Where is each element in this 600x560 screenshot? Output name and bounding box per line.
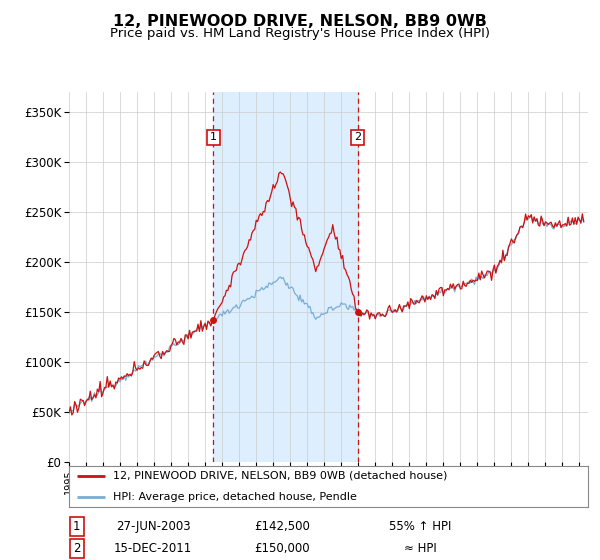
Text: 1: 1 xyxy=(73,520,80,533)
Text: 1: 1 xyxy=(210,132,217,142)
Text: 12, PINEWOOD DRIVE, NELSON, BB9 0WB: 12, PINEWOOD DRIVE, NELSON, BB9 0WB xyxy=(113,14,487,29)
Bar xyxy=(214,92,358,462)
Text: 12, PINEWOOD DRIVE, NELSON, BB9 0WB (detached house): 12, PINEWOOD DRIVE, NELSON, BB9 0WB (det… xyxy=(113,471,448,480)
Text: 2: 2 xyxy=(354,132,361,142)
Text: 15-DEC-2011: 15-DEC-2011 xyxy=(114,542,192,556)
Text: HPI: Average price, detached house, Pendle: HPI: Average price, detached house, Pend… xyxy=(113,492,357,502)
Text: ≈ HPI: ≈ HPI xyxy=(404,542,436,556)
Text: £142,500: £142,500 xyxy=(254,520,310,533)
Text: £150,000: £150,000 xyxy=(254,542,310,556)
Text: 27-JUN-2003: 27-JUN-2003 xyxy=(116,520,190,533)
Text: 55% ↑ HPI: 55% ↑ HPI xyxy=(389,520,451,533)
Text: Price paid vs. HM Land Registry's House Price Index (HPI): Price paid vs. HM Land Registry's House … xyxy=(110,27,490,40)
Text: 2: 2 xyxy=(73,542,80,556)
